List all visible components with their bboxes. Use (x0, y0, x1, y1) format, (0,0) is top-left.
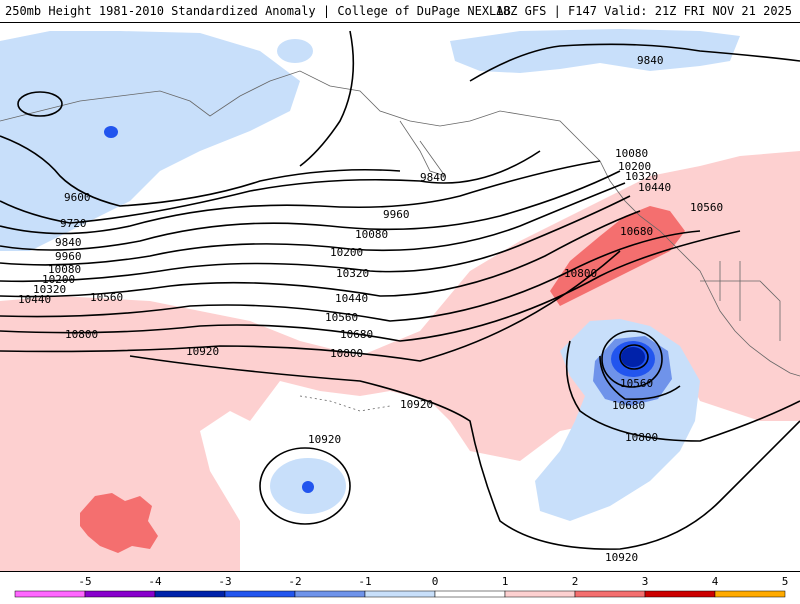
contour-label: 9600 (64, 191, 91, 204)
colorbar-segment (644, 590, 716, 598)
contour-label: 9840 (420, 171, 447, 184)
positive-anomaly-southwest (80, 493, 158, 553)
contour-label: 10440 (638, 181, 671, 194)
contour-label: 10560 (325, 311, 358, 324)
contour-label: 10680 (620, 225, 653, 238)
contour-label: 10200 (618, 160, 651, 173)
colorbar-segment (364, 590, 436, 598)
colorbar-segment (574, 590, 646, 598)
colorbar-tick-label: -2 (288, 575, 301, 588)
contour-label: 10680 (340, 328, 373, 341)
contour-label: 10800 (330, 347, 363, 360)
colorbar-segment (294, 590, 366, 598)
contour-label: 10800 (625, 431, 658, 444)
map-title: 250mb Height 1981-2010 Standardized Anom… (5, 4, 511, 18)
colorbar-tick-label: -1 (358, 575, 371, 588)
contour-label: 10920 (186, 345, 219, 358)
negative-anomaly-small-blob (277, 39, 313, 63)
contour-label: 10320 (336, 267, 369, 280)
contour-label: 9840 (637, 54, 664, 67)
map-panel[interactable]: 9840 10080 10200 10320 10440 10560 10680… (0, 22, 800, 572)
colorbar-tick-label: 3 (642, 575, 649, 588)
contour-label: 10920 (400, 398, 433, 411)
contour-label: 10080 (615, 147, 648, 160)
contour-label: 10320 (625, 170, 658, 183)
contour-label: 9840 (55, 236, 82, 249)
contour-label: 9960 (383, 208, 410, 221)
contour-label: 10560 (90, 291, 123, 304)
colorbar-tick-label: 1 (502, 575, 509, 588)
contour-label: 10440 (335, 292, 368, 305)
colorbar-tick-label: 0 (432, 575, 439, 588)
colorbar-segment (714, 590, 786, 598)
contour-labels: 9840 10080 10200 10320 10440 10560 10680… (18, 54, 723, 564)
colorbar-tick-label: -5 (78, 575, 91, 588)
model-valid-time: 18Z GFS | F147 Valid: 21Z FRI NOV 21 202… (495, 4, 792, 18)
contour-label: 10920 (308, 433, 341, 446)
contour-label: 10440 (18, 293, 51, 306)
negative-anomaly-low-center (621, 347, 645, 367)
contour-label: 10680 (612, 399, 645, 412)
colorbar: -5 -4 -3 -2 -1 0 1 2 3 4 5 (0, 572, 800, 600)
colorbar-tick-label: -4 (148, 575, 162, 588)
height-contours (0, 30, 800, 550)
negative-anomaly-siberia-core (104, 126, 118, 138)
contour-label: 9960 (55, 250, 82, 263)
negative-anomaly-north (450, 29, 740, 73)
contour-label: 10200 (42, 273, 75, 286)
colorbar-segment (224, 590, 296, 598)
contour-label: 10560 (620, 377, 653, 390)
colorbar-segment (14, 590, 86, 598)
contour-label: 10800 (65, 328, 98, 341)
colorbar-segment (504, 590, 576, 598)
contour-label: 10560 (690, 201, 723, 214)
contour-label: 9720 (60, 217, 87, 230)
contour-label: 10320 (33, 283, 66, 296)
contour-label: 10920 (605, 551, 638, 564)
coastlines (0, 70, 800, 412)
colorbar-segment (84, 590, 156, 598)
colorbar-tick-label: -3 (218, 575, 231, 588)
header: 250mb Height 1981-2010 Standardized Anom… (0, 0, 800, 22)
negative-anomaly-northwest (0, 31, 300, 251)
colorbar-svg: -5 -4 -3 -2 -1 0 1 2 3 4 5 (14, 575, 789, 598)
colorbar-tick-label: 2 (572, 575, 579, 588)
contour-label: 10800 (564, 267, 597, 280)
contour-label: 10200 (330, 246, 363, 259)
map-svg: 9840 10080 10200 10320 10440 10560 10680… (0, 29, 800, 571)
colorbar-tick-label: 5 (782, 575, 789, 588)
contour-label: 10080 (355, 228, 388, 241)
colorbar-segment (154, 590, 226, 598)
colorbar-tick-label: 4 (712, 575, 719, 588)
negative-anomaly-midocean-core (302, 481, 314, 493)
contour-label: 10080 (48, 263, 81, 276)
colorbar-segment (434, 590, 506, 598)
